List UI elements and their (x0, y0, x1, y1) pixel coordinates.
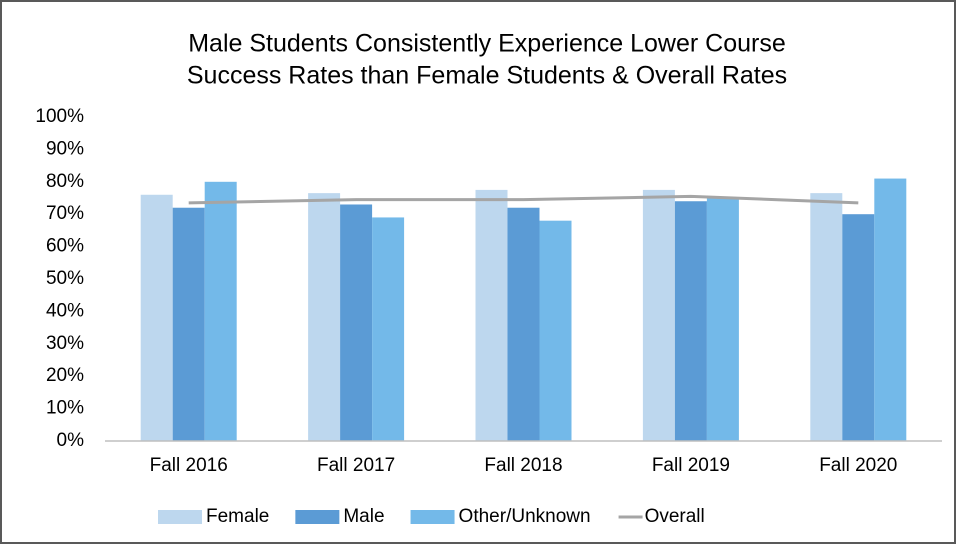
legend-label: Female (206, 506, 269, 527)
bar (507, 207, 540, 441)
bar (475, 189, 508, 441)
legend-swatch (158, 510, 202, 524)
y-tick-label: 30% (46, 333, 84, 354)
x-tick-label: Fall 2018 (484, 455, 562, 476)
bar (308, 193, 341, 441)
bar (810, 193, 843, 441)
y-tick-label: 90% (46, 138, 84, 159)
line (188, 194, 859, 205)
bar (372, 217, 405, 441)
bar (204, 181, 237, 442)
x-tick-label: Fall 2019 (652, 455, 730, 476)
bar (674, 201, 707, 441)
bar (140, 194, 173, 441)
bar (706, 198, 739, 441)
y-tick-label: 10% (46, 398, 84, 419)
y-tick-label: 20% (46, 365, 84, 386)
legend-swatch (410, 510, 455, 524)
y-tick-label: 60% (46, 236, 84, 257)
chart-title: Male Students Consistently Experience Lo… (188, 30, 786, 58)
x-tick-label: Fall 2016 (150, 455, 228, 476)
legend-label: Overall (645, 506, 705, 527)
y-tick-label: 100% (35, 106, 84, 127)
y-tick-label: 80% (46, 171, 84, 192)
chart-title: Success Rates than Female Students & Ove… (187, 62, 787, 90)
bar (642, 189, 675, 441)
y-tick-label: 50% (46, 268, 84, 289)
legend-swatch (295, 510, 340, 524)
bar (172, 207, 205, 441)
bar (842, 214, 875, 441)
bar (874, 178, 907, 441)
y-tick-label: 40% (46, 300, 84, 321)
x-tick-label: Fall 2017 (317, 455, 395, 476)
x-tick-label: Fall 2020 (819, 455, 897, 476)
bar (539, 220, 572, 441)
legend-label: Male (343, 506, 384, 527)
bar (340, 204, 373, 441)
y-tick-label: 70% (46, 203, 84, 224)
legend-label: Other/Unknown (459, 506, 591, 527)
y-tick-label: 0% (57, 430, 85, 451)
